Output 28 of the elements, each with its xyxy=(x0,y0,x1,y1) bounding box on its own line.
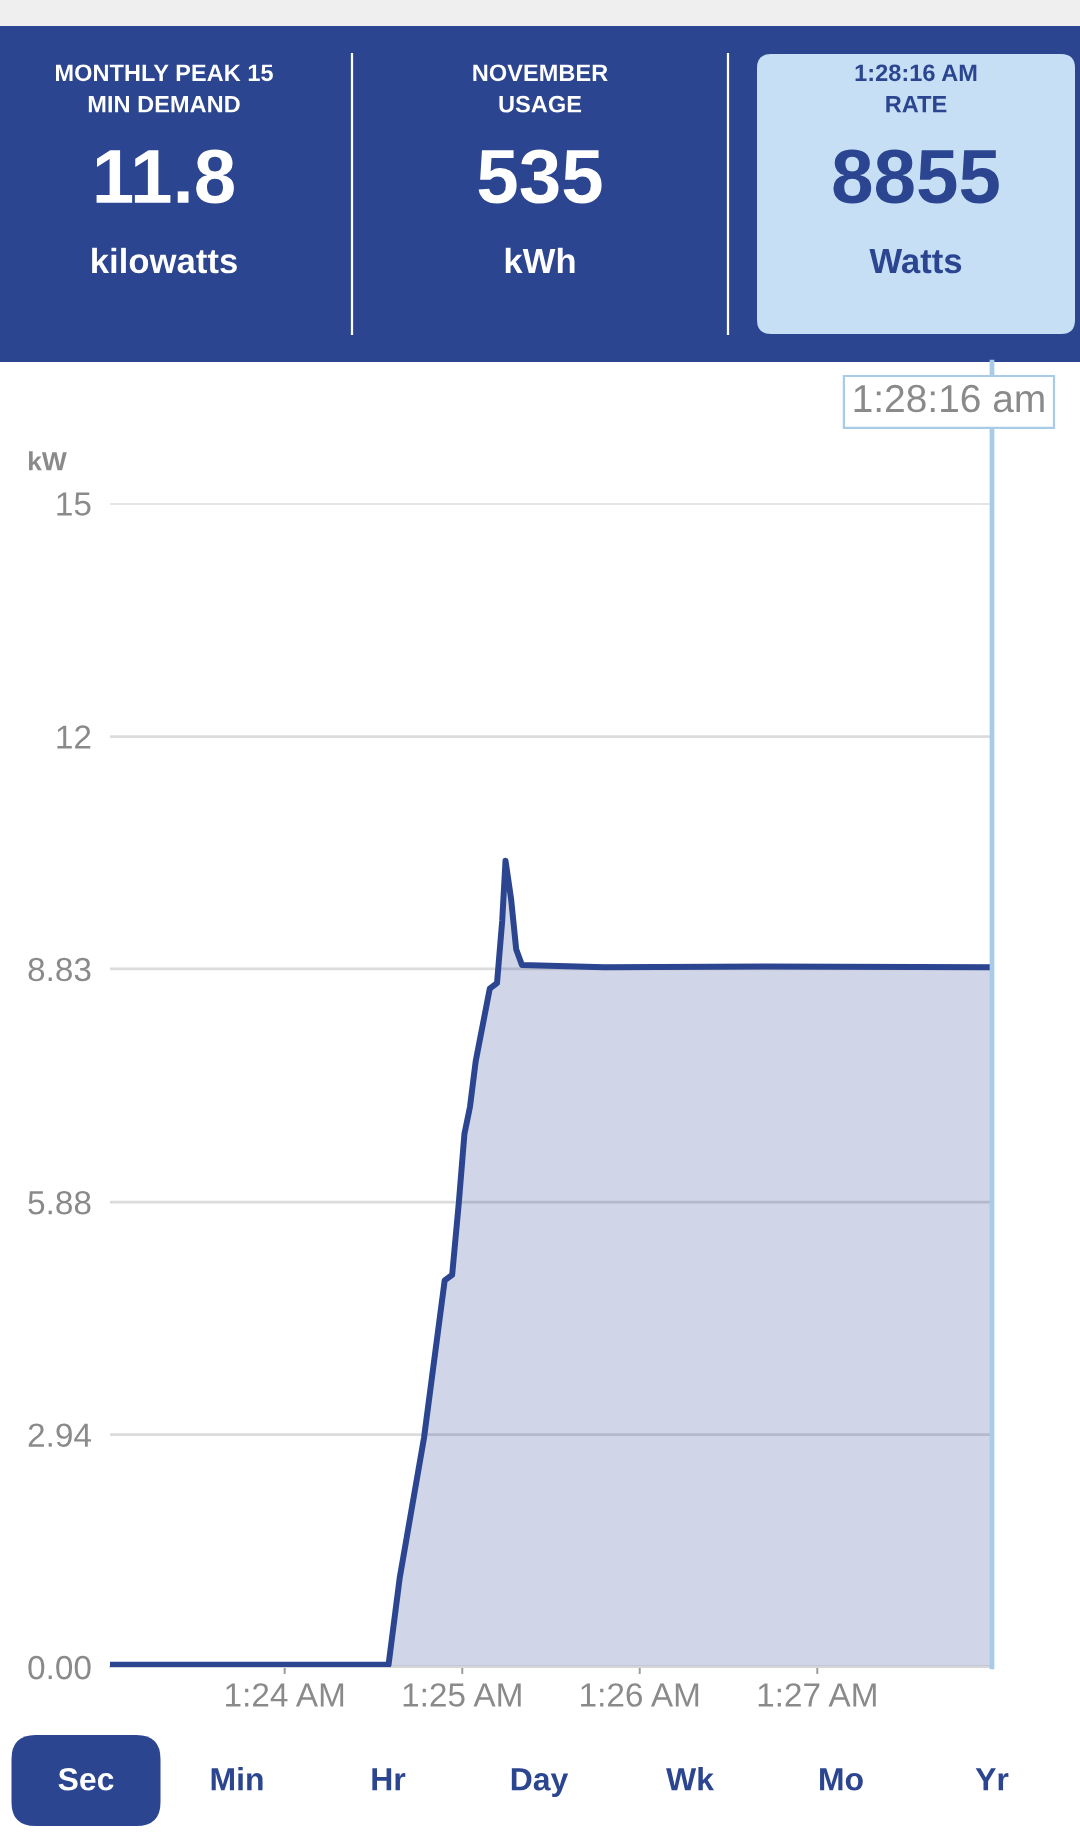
data-label: 535 xyxy=(478,149,602,204)
x-tick-label: 1:25 AM xyxy=(403,1683,521,1707)
ref-line-label: 1:28:16 am xyxy=(854,384,1044,413)
category-label: Day xyxy=(511,1768,569,1797)
y-tick-label: 5.88 xyxy=(28,1190,91,1215)
x-tick-label: 1:27 AM xyxy=(758,1683,876,1707)
y-tick-label: 2.94 xyxy=(28,1423,91,1447)
y-tick-label: 0.00 xyxy=(28,1655,91,1680)
category-label: MONTHLY PEAK 15 MIN DEMAND xyxy=(56,64,273,113)
x-tick-label: 1:24 AM xyxy=(226,1683,344,1707)
text: kWh xyxy=(505,247,575,273)
y-tick-label: 12 xyxy=(57,725,91,749)
y-tick-label: 8.83 xyxy=(28,957,91,982)
category-label: Yr xyxy=(975,1768,1009,1791)
category-label: Min xyxy=(211,1767,263,1791)
data-label: 8855 xyxy=(833,149,999,204)
x-tick-label: 1:26 AM xyxy=(581,1683,699,1707)
category-label: NOVEMBER USAGE xyxy=(473,64,608,113)
category-label: Wk xyxy=(666,1767,714,1791)
text: kilowatts xyxy=(92,247,237,274)
y-tick-label: 15 xyxy=(57,492,91,516)
category-label: Hr xyxy=(372,1768,406,1791)
category-label: Sec xyxy=(58,1767,114,1791)
category-label: Mo xyxy=(820,1768,863,1791)
text: Watts xyxy=(869,249,962,274)
category-label: 1:28:16 AM RATE xyxy=(855,64,977,113)
data-label: 11.8 xyxy=(96,149,234,204)
y-axis-title: kW xyxy=(29,451,67,471)
